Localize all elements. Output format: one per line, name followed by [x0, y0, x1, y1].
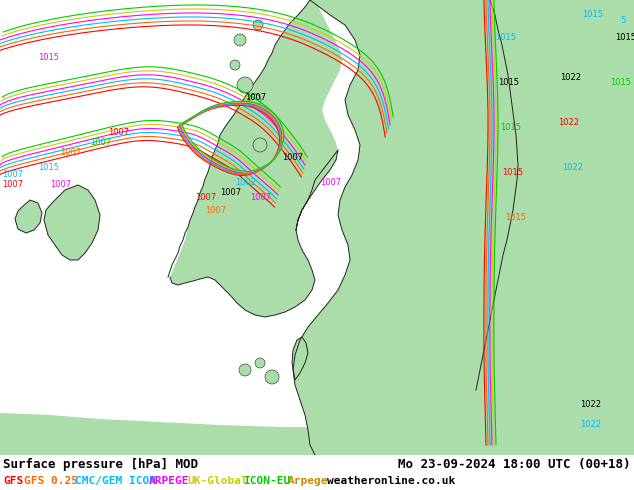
- Text: 1015: 1015: [495, 33, 516, 42]
- Text: 1007: 1007: [220, 188, 241, 197]
- Text: 1007: 1007: [60, 148, 81, 157]
- Text: 1015: 1015: [615, 33, 634, 42]
- Text: Arpege: Arpege: [288, 476, 328, 486]
- Circle shape: [253, 20, 263, 30]
- Text: 1007: 1007: [250, 193, 271, 202]
- Text: 1007: 1007: [205, 206, 226, 215]
- Text: 1015: 1015: [582, 10, 603, 19]
- Circle shape: [237, 77, 253, 93]
- Circle shape: [230, 60, 240, 70]
- Text: ICON-EU: ICON-EU: [243, 476, 290, 486]
- Text: 1007: 1007: [282, 153, 303, 162]
- Text: 1022: 1022: [560, 73, 581, 82]
- Circle shape: [234, 34, 246, 46]
- Text: ARPEGE: ARPEGE: [148, 476, 189, 486]
- Text: 1015: 1015: [502, 168, 523, 177]
- Text: 1007: 1007: [90, 138, 111, 147]
- Circle shape: [265, 370, 279, 384]
- Polygon shape: [170, 0, 342, 317]
- Text: Surface pressure [hPa] MOD: Surface pressure [hPa] MOD: [3, 458, 198, 470]
- Text: 1007: 1007: [108, 128, 129, 137]
- Text: 1015: 1015: [505, 213, 526, 222]
- Text: 1007: 1007: [2, 180, 23, 189]
- Polygon shape: [293, 0, 634, 455]
- Circle shape: [249, 94, 261, 106]
- Polygon shape: [44, 185, 100, 260]
- Text: 1007: 1007: [2, 170, 23, 179]
- Polygon shape: [310, 0, 634, 390]
- Text: 1015: 1015: [38, 53, 59, 62]
- Polygon shape: [15, 200, 42, 233]
- Text: 1022: 1022: [580, 420, 601, 429]
- Text: 1007: 1007: [320, 178, 341, 187]
- Text: 1022: 1022: [562, 163, 583, 172]
- Text: 1007: 1007: [195, 193, 216, 202]
- Text: 1007: 1007: [245, 93, 266, 102]
- Text: 1002: 1002: [235, 178, 256, 187]
- Text: GFS: GFS: [3, 476, 23, 486]
- Text: 1015: 1015: [38, 163, 59, 172]
- Circle shape: [239, 364, 251, 376]
- Text: GFS 0.25: GFS 0.25: [24, 476, 79, 486]
- Text: CMC/GEM ICON: CMC/GEM ICON: [75, 476, 156, 486]
- Text: 1022: 1022: [580, 400, 601, 409]
- Text: Mo 23-09-2024 18:00 UTC (00+18): Mo 23-09-2024 18:00 UTC (00+18): [399, 458, 631, 470]
- Text: 1022: 1022: [558, 118, 579, 127]
- Circle shape: [255, 358, 265, 368]
- Circle shape: [253, 138, 267, 152]
- Text: 5: 5: [620, 16, 625, 25]
- Polygon shape: [292, 337, 308, 380]
- Text: UK-Global: UK-Global: [187, 476, 248, 486]
- Text: 1015: 1015: [500, 123, 521, 132]
- Polygon shape: [0, 410, 634, 455]
- Text: 1007: 1007: [50, 180, 71, 189]
- Text: 1015: 1015: [498, 78, 519, 87]
- Text: 1015: 1015: [610, 78, 631, 87]
- Text: weatheronline.co.uk: weatheronline.co.uk: [327, 476, 455, 486]
